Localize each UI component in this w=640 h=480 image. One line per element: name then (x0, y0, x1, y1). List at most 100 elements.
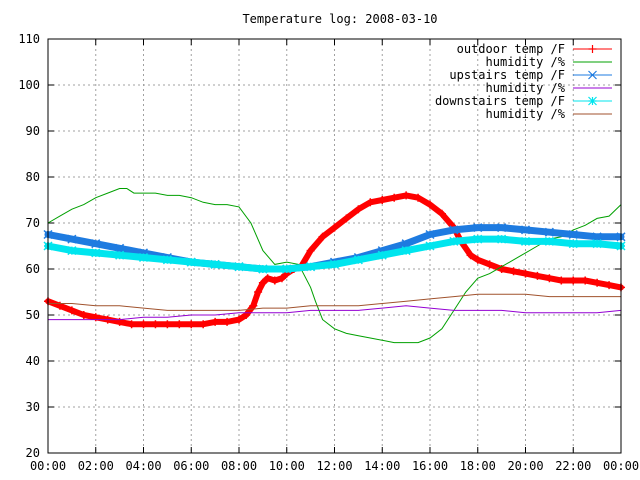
series-point (211, 317, 220, 326)
series-point (67, 306, 76, 315)
series-point (210, 259, 220, 269)
series-5 (48, 293, 621, 311)
series-point (223, 317, 232, 326)
series-point (520, 236, 531, 246)
legend-item: humidity /% (486, 55, 612, 69)
series-point (473, 223, 483, 233)
y-tick-label: 30 (26, 400, 40, 414)
series-point (254, 288, 263, 296)
series-point (605, 281, 614, 290)
series-line (48, 305, 622, 321)
series-3 (48, 305, 622, 321)
series-point (401, 239, 411, 249)
series-point (533, 271, 542, 280)
series-point (306, 262, 316, 272)
legend-label: humidity /% (486, 107, 566, 121)
series-point (187, 320, 196, 329)
series-point (569, 276, 578, 285)
legend-label: upstairs temp /F (449, 68, 565, 82)
series-point (568, 229, 578, 240)
legend-label: downstairs temp /F (435, 94, 565, 108)
x-axis-ticks: 00:00 02:00 04:00 06:00 08:00 10:00 12:00 14:00… (30, 39, 639, 473)
series-point (353, 255, 363, 265)
x-tick-label: 00:00 (30, 459, 66, 473)
series-point (306, 246, 315, 255)
x-tick-label: 22:00 (555, 459, 591, 473)
x-tick-label: 18:00 (460, 459, 496, 473)
series-point (466, 251, 475, 260)
legend-item: upstairs temp /F (449, 68, 612, 82)
series-point (426, 200, 434, 209)
series-point (67, 246, 77, 256)
legend-item: downstairs temp /F (435, 94, 612, 108)
y-tick-label: 110 (18, 32, 40, 46)
y-tick-label: 100 (18, 78, 40, 92)
series-point (277, 274, 286, 283)
series-point (249, 301, 258, 310)
series-point (473, 234, 483, 244)
x-tick-label: 10:00 (269, 459, 305, 473)
series-point (390, 193, 399, 202)
series-point (557, 276, 566, 285)
series-point (186, 257, 196, 267)
series-point (354, 205, 363, 214)
series-point (270, 276, 279, 285)
series-point (581, 276, 590, 285)
series-point (162, 255, 172, 265)
series-point (497, 234, 507, 244)
series-point (139, 320, 148, 329)
legend-item: humidity /% (486, 107, 612, 121)
series-point (258, 278, 267, 287)
series-point (115, 250, 125, 260)
legend-label: humidity /% (486, 55, 566, 69)
y-tick-label: 60 (26, 262, 40, 276)
legend-marker (588, 96, 597, 106)
series-point (425, 241, 435, 251)
y-tick-label: 80 (26, 170, 40, 184)
x-tick-label: 14:00 (364, 459, 400, 473)
series-point (282, 264, 292, 274)
series-point (67, 234, 77, 244)
series-point (234, 262, 244, 272)
legend-label: humidity /% (486, 81, 566, 95)
series-point (437, 209, 446, 218)
series-point (378, 196, 387, 204)
series-point (163, 320, 172, 329)
legend-item: outdoor temp /F (457, 42, 612, 56)
legend-label: outdoor temp /F (457, 42, 565, 56)
x-tick-label: 20:00 (507, 459, 543, 473)
series-point (91, 248, 101, 258)
series-point (520, 225, 531, 235)
series-line (47, 188, 622, 344)
legend-marker (588, 70, 597, 80)
y-tick-label: 70 (26, 216, 40, 230)
series-point (318, 232, 327, 241)
series-point (497, 223, 507, 233)
series-point (263, 274, 272, 283)
x-tick-label: 06:00 (173, 459, 209, 473)
series-4 (43, 234, 626, 274)
series-point (545, 274, 554, 283)
series-point (366, 198, 375, 207)
series-point (485, 260, 494, 269)
series-point (329, 259, 340, 269)
series-point (449, 236, 459, 246)
x-tick-label: 16:00 (412, 459, 448, 473)
y-axis-ticks: 20 30 40 50 60 70 80 90 100 110 (18, 32, 621, 460)
legend-marker (588, 45, 597, 53)
series-point (544, 236, 554, 246)
y-tick-label: 20 (26, 446, 40, 460)
series-point (473, 255, 482, 264)
series-point (342, 214, 351, 223)
series-point (509, 267, 518, 276)
series-point (79, 311, 88, 319)
series-1 (47, 188, 622, 344)
series-point (127, 320, 136, 329)
series-group (43, 188, 626, 344)
series-line (48, 293, 621, 311)
x-tick-label: 00:00 (603, 459, 639, 473)
series-point (568, 239, 578, 249)
y-tick-label: 90 (26, 124, 40, 138)
y-tick-label: 40 (26, 354, 40, 368)
